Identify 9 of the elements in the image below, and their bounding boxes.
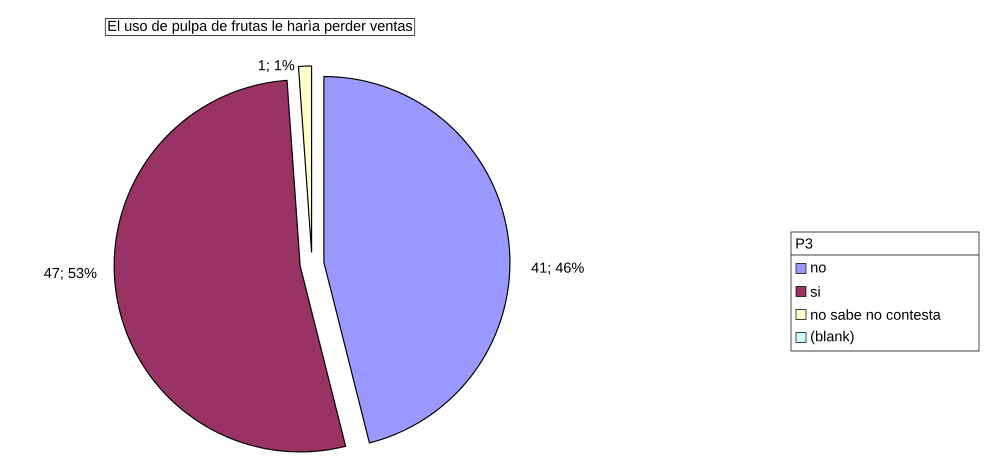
legend-label: no — [811, 264, 826, 272]
data-label: 1; 1% — [258, 60, 294, 72]
data-label: 47; 53% — [44, 268, 96, 280]
data-label: 41; 46% — [531, 262, 584, 275]
legend-label: si — [810, 286, 820, 297]
legend-label: no sabe no contesta — [811, 309, 941, 320]
legend-label: (blank) — [811, 330, 854, 344]
legend-title: P3 — [796, 238, 812, 249]
chart-title: El uso de pulpa de frutas le harìa perder ventas — [108, 20, 412, 34]
